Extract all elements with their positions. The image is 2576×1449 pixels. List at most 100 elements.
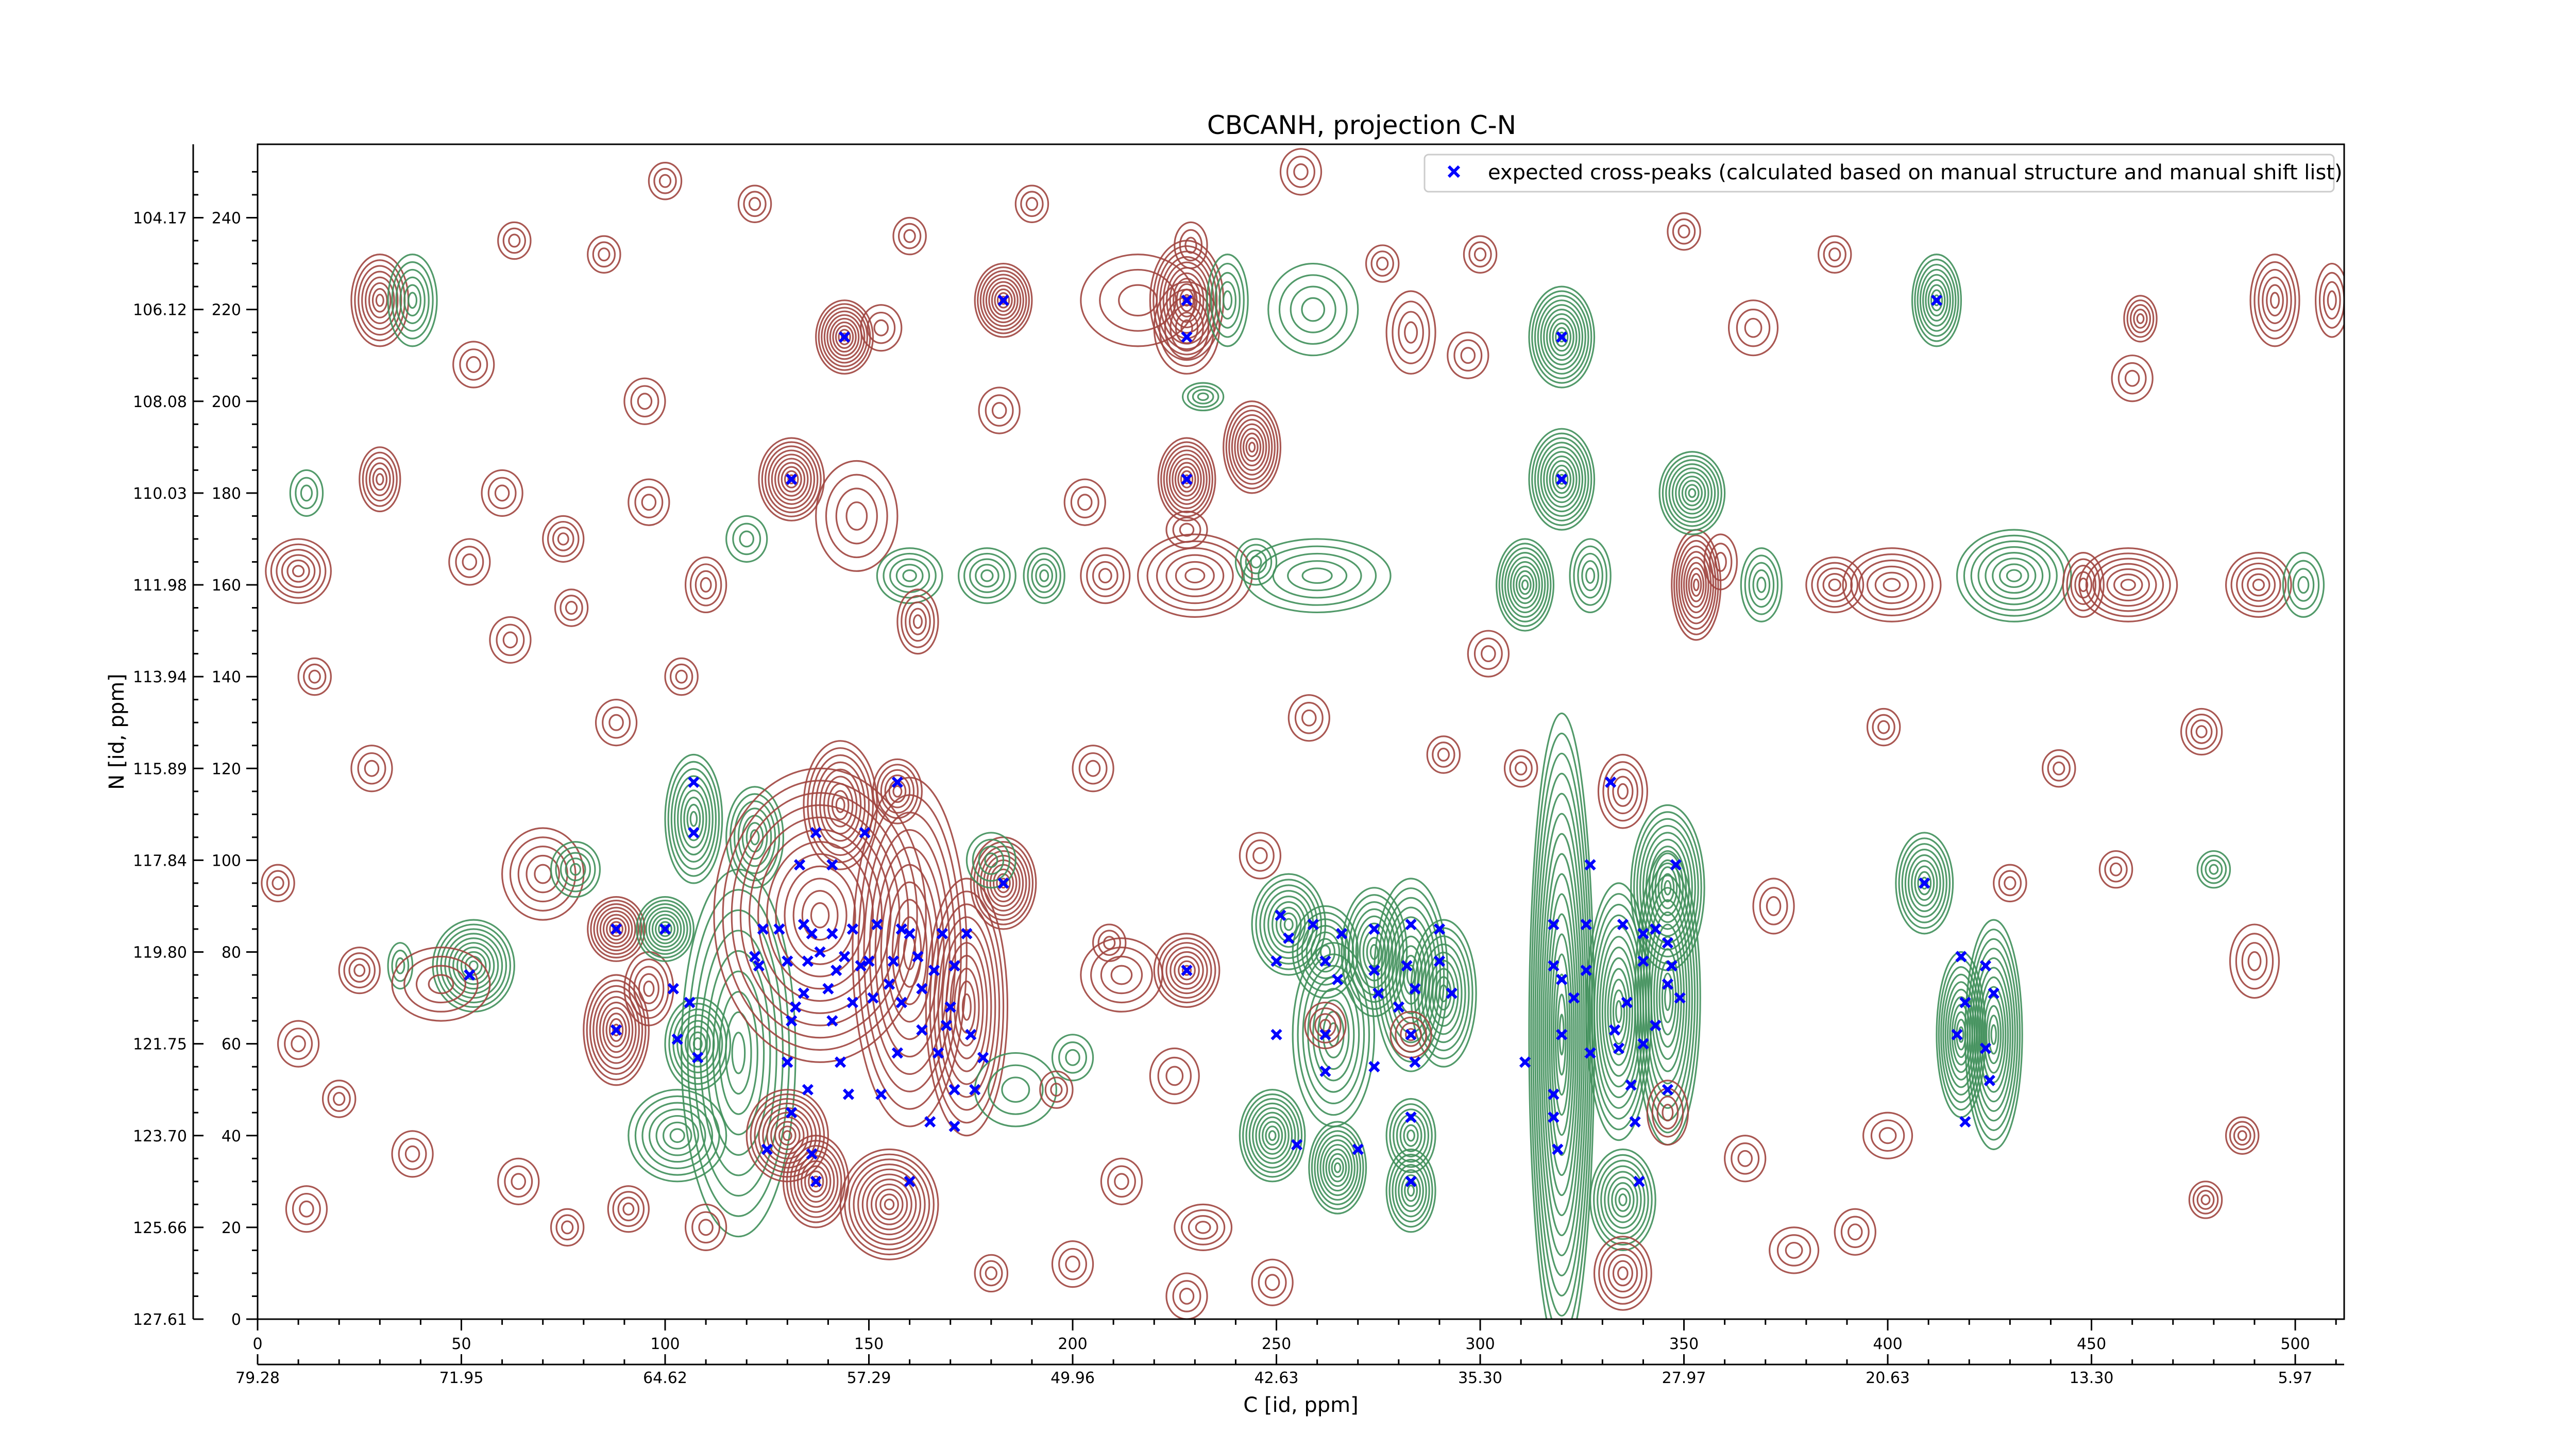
contour-peak [2123, 295, 2158, 343]
contour-level [1642, 887, 1693, 1109]
contour-level [661, 924, 669, 934]
contour-level [593, 903, 639, 955]
contour-level [663, 1121, 692, 1150]
contour-level [350, 745, 393, 793]
contour-level [608, 714, 624, 731]
contour-level [1398, 311, 1424, 354]
contour-level [289, 469, 324, 517]
data-point [1352, 1143, 1364, 1155]
contour-level [823, 776, 858, 835]
contour-level [2270, 292, 2280, 309]
contour-level [586, 980, 647, 1081]
contour-level [2315, 262, 2344, 338]
contour-level [1870, 1119, 1905, 1152]
contour-level [1373, 878, 1449, 1072]
y-tick-label: 140 [212, 668, 241, 686]
data-point [1332, 973, 1344, 986]
contour-level [1239, 832, 1282, 880]
contour-peak [1149, 1047, 1200, 1105]
contour-level [633, 966, 665, 1012]
contour-level [1907, 854, 1941, 912]
contour-level [985, 1266, 997, 1280]
contour-peak [1956, 529, 2072, 622]
contour-level [391, 1130, 434, 1178]
contour-level [502, 631, 518, 649]
contour-level [1766, 896, 1782, 916]
contour-level [743, 191, 767, 217]
contour-level [1660, 873, 1675, 903]
contour-level [2287, 560, 2320, 610]
contour-level [1858, 559, 1925, 611]
contour-level [1293, 163, 1309, 180]
data-point [1519, 1056, 1531, 1068]
data-point-center [809, 931, 815, 936]
data-point-center [1449, 990, 1454, 996]
data-point-center [789, 477, 794, 482]
data-point-center [842, 334, 848, 340]
contour-level [1607, 1176, 1638, 1223]
contour-level [1389, 1103, 1433, 1168]
contour-level [1922, 274, 1951, 327]
data-point [688, 827, 700, 839]
contour-level [1600, 1165, 1646, 1235]
contour-peak [1834, 1208, 1876, 1256]
contour-peak [1385, 290, 1436, 375]
contour-level [975, 564, 999, 588]
contour-level [1239, 1089, 1306, 1183]
contour-peak [737, 184, 772, 224]
contour-level [1385, 1148, 1436, 1233]
contour-level [300, 484, 313, 502]
contour-level [1063, 478, 1106, 526]
contour-level [1183, 474, 1191, 484]
contour-level [1439, 984, 1448, 1003]
contour-level [1656, 1096, 1679, 1130]
contour-level [368, 462, 391, 496]
contour-level [630, 385, 659, 418]
contour-peak [1206, 254, 1249, 347]
data-point [757, 923, 769, 935]
contour-level [1607, 1254, 1638, 1293]
data-point [1613, 1042, 1625, 1054]
contour-level [2196, 1190, 2215, 1210]
contour-level [509, 836, 577, 912]
data-point-center [760, 926, 766, 932]
contour-level [1543, 451, 1581, 508]
contour-level [1593, 1236, 1652, 1311]
contour-level [954, 967, 980, 1047]
data-point [895, 997, 907, 1008]
contour-level [1258, 545, 1377, 606]
contour-level [733, 800, 776, 874]
contour-level [1878, 1127, 1897, 1144]
contour-level [1159, 289, 1215, 367]
contour-level [560, 595, 583, 621]
contour-level [804, 1165, 828, 1198]
contour-level [1651, 852, 1684, 923]
data-point-center [1371, 968, 1377, 973]
contour-level [969, 558, 1005, 593]
x-axis-label: C [id, ppm] [1243, 1393, 1359, 1417]
marker-layer [464, 294, 1999, 1187]
contour-level [883, 552, 937, 599]
contour-level [1180, 470, 1194, 488]
contour-level [1612, 1260, 1633, 1287]
secondary-x-tick-label: 71.95 [439, 1369, 484, 1387]
contour-peak [497, 1157, 540, 1205]
contour-peak [1467, 630, 1510, 678]
data-point [1650, 923, 1662, 935]
contour-level [1392, 1158, 1430, 1223]
contour-level [1817, 235, 1852, 274]
contour-level [448, 937, 499, 995]
contour-level [867, 311, 896, 344]
data-point-center [1184, 477, 1190, 482]
contour-level [2074, 571, 2093, 599]
contour-level [961, 993, 972, 1021]
data-point-center [1335, 976, 1341, 982]
contour-level [395, 268, 430, 332]
data-point-center [1278, 913, 1283, 918]
contour-level [1314, 1130, 1362, 1205]
contour-level [1308, 1121, 1367, 1215]
contour-peak [2196, 850, 2231, 889]
contour-level [1187, 385, 1219, 408]
data-point-center [931, 968, 937, 973]
contour-level [1521, 579, 1529, 591]
